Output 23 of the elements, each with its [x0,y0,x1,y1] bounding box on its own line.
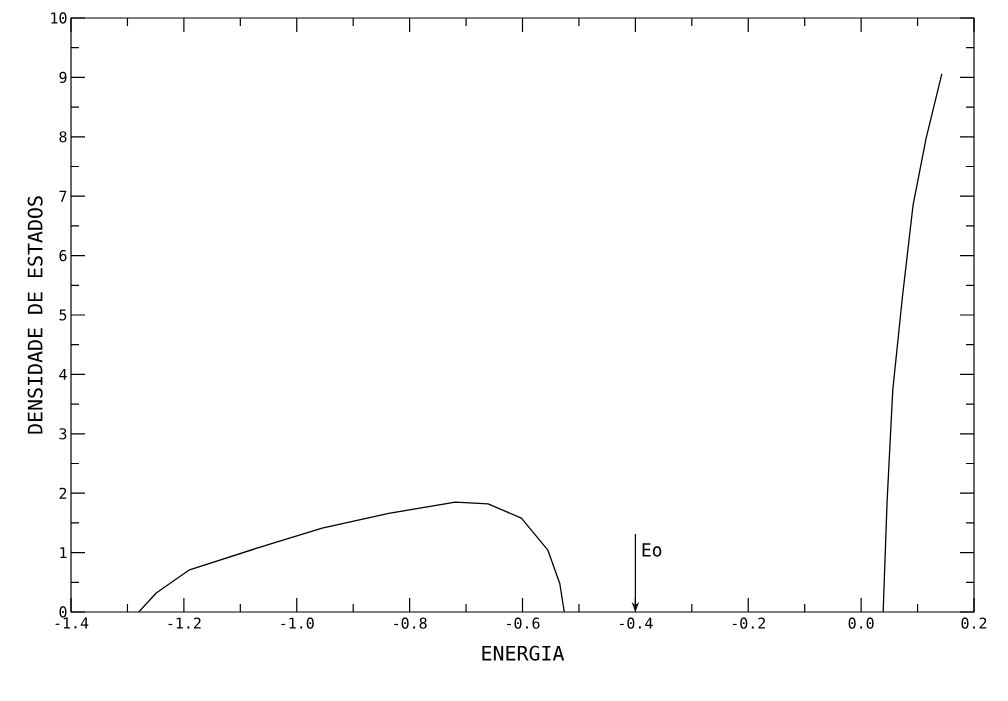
y-tick-label: 8 [59,131,67,143]
y-tick-label: 10 [51,12,67,24]
y-tick-label: 2 [59,487,67,499]
y-tick-label: 9 [59,71,67,84]
y-axis-title: DENSIDADE DE ESTADOS [27,196,43,434]
y-tick-label: 1 [60,547,67,559]
y-tick-label: 7 [59,190,67,202]
y-tick-label: 5 [59,309,67,321]
y-tick-label: 6 [59,249,67,262]
annotation: Eo [642,543,662,557]
x-tick-label: -0.6 [507,617,540,629]
x-tick-label: 0.2 [961,617,987,629]
x-tick-label: -0.2 [732,617,765,629]
x-tick-label: -0.4 [619,617,653,629]
x-tick-label: -1.0 [281,617,314,629]
x-tick-label: -1.4 [55,617,89,629]
y-tick-label: 4 [59,368,67,380]
x-tick-label: 0.0 [848,617,874,629]
x-axis-title: ENERGIA [482,645,565,661]
x-tick-label: -0.8 [394,617,427,629]
y-tick-label: 3 [59,428,67,440]
y-tick-label: 0 [59,606,67,618]
x-tick-label: -1.2 [168,617,201,629]
